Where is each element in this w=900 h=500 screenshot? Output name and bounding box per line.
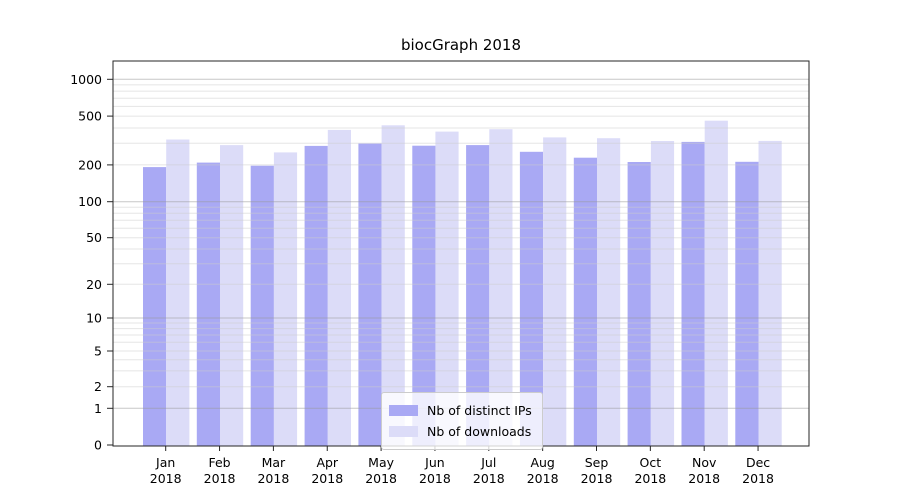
- x-tick-label-year-sep: 2018: [581, 471, 613, 486]
- y-tick-label-50: 50: [86, 230, 102, 245]
- x-tick-label-year-dec: 2018: [742, 471, 774, 486]
- bar-downloads-jul: [489, 129, 513, 446]
- x-tick-label-year-may: 2018: [365, 471, 397, 486]
- bar-downloads-apr: [327, 129, 351, 446]
- x-tick-label-year-oct: 2018: [634, 471, 666, 486]
- x-tick-label-year-jan: 2018: [150, 471, 182, 486]
- bar-downloads-mar: [273, 152, 298, 446]
- y-tick-label-5: 5: [94, 344, 102, 359]
- x-tick-label-may: May: [368, 455, 394, 470]
- x-tick-label-aug: Aug: [530, 455, 554, 470]
- x-tick-label-apr: Apr: [316, 455, 338, 470]
- x-tick-label-year-nov: 2018: [688, 471, 720, 486]
- bar-distinct-ips-mar: [250, 165, 274, 446]
- legend-label-distinct-ips: Nb of distinct IPs: [427, 403, 532, 418]
- chart-title: biocGraph 2018: [400, 36, 522, 54]
- bar-downloads-jun: [435, 131, 459, 446]
- legend-box: Nb of distinct IPs Nb of downloads: [381, 392, 543, 450]
- bar-distinct-ips-aug: [519, 151, 544, 446]
- bar-downloads-oct: [650, 141, 675, 446]
- legend-item-distinct-ips: Nb of distinct IPs: [389, 400, 532, 421]
- x-tick-label-jul: Jul: [480, 455, 496, 470]
- bar-distinct-ips-may: [358, 143, 382, 446]
- x-tick-label-year-jun: 2018: [419, 471, 451, 486]
- bar-downloads-sep: [597, 138, 621, 446]
- x-tick-label-sep: Sep: [585, 455, 609, 470]
- bar-distinct-ips-oct: [627, 162, 651, 446]
- y-tick-label-10: 10: [86, 311, 102, 326]
- bar-distinct-ips-jan: [143, 167, 167, 446]
- x-tick-label-jan: Jan: [155, 455, 175, 470]
- y-tick-label-500: 500: [78, 109, 102, 124]
- bar-downloads-jan: [166, 139, 190, 446]
- bar-distinct-ips-apr: [304, 145, 328, 446]
- x-tick-label-oct: Oct: [640, 455, 662, 470]
- y-tick-label-0: 0: [94, 438, 102, 453]
- bar-downloads-nov: [704, 120, 728, 446]
- bar-distinct-ips-feb: [196, 162, 220, 446]
- y-tick-label-1000: 1000: [70, 72, 102, 87]
- bar-downloads-may: [381, 125, 405, 446]
- bar-downloads-feb: [220, 145, 244, 446]
- bar-downloads-aug: [543, 137, 567, 446]
- x-tick-label-year-aug: 2018: [527, 471, 559, 486]
- y-tick-label-2: 2: [94, 379, 102, 394]
- y-tick-label-20: 20: [86, 277, 102, 292]
- y-tick-label-100: 100: [78, 194, 102, 209]
- y-tick-label-200: 200: [78, 157, 102, 172]
- bar-downloads-dec: [758, 140, 782, 446]
- bar-distinct-ips-nov: [681, 141, 705, 446]
- bar-distinct-ips-dec: [735, 161, 759, 446]
- x-tick-label-jun: Jun: [424, 455, 445, 470]
- y-tick-label-1: 1: [94, 401, 102, 416]
- x-tick-label-year-jul: 2018: [473, 471, 505, 486]
- legend-item-downloads: Nb of downloads: [389, 421, 532, 442]
- legend-label-downloads: Nb of downloads: [427, 424, 532, 439]
- x-tick-label-mar: Mar: [262, 455, 286, 470]
- x-tick-label-year-apr: 2018: [311, 471, 343, 486]
- x-tick-label-dec: Dec: [746, 455, 770, 470]
- legend-swatch-distinct-ips: [389, 405, 418, 416]
- legend-swatch-downloads: [389, 426, 418, 437]
- x-tick-label-year-mar: 2018: [257, 471, 289, 486]
- x-tick-label-nov: Nov: [692, 455, 717, 470]
- bar-distinct-ips-sep: [573, 157, 597, 446]
- x-tick-label-year-feb: 2018: [204, 471, 236, 486]
- x-tick-label-feb: Feb: [208, 455, 230, 470]
